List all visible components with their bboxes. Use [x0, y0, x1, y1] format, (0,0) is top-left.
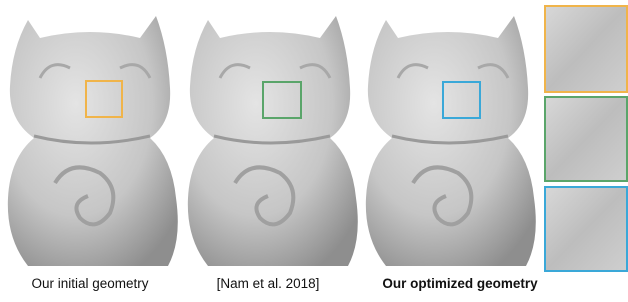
zoom-panel [545, 187, 627, 271]
caption: [Nam et al. 2018] [217, 276, 320, 291]
caption: Our initial geometry [31, 276, 148, 291]
zoom-panel [545, 6, 627, 92]
owl-render [188, 16, 358, 266]
figure: Our initial geometry [Nam et al. 2018] O… [0, 0, 628, 297]
zoom-panel [545, 97, 627, 181]
caption: Our optimized geometry [382, 276, 538, 291]
owl-render [8, 16, 178, 266]
owl-render [366, 16, 536, 266]
